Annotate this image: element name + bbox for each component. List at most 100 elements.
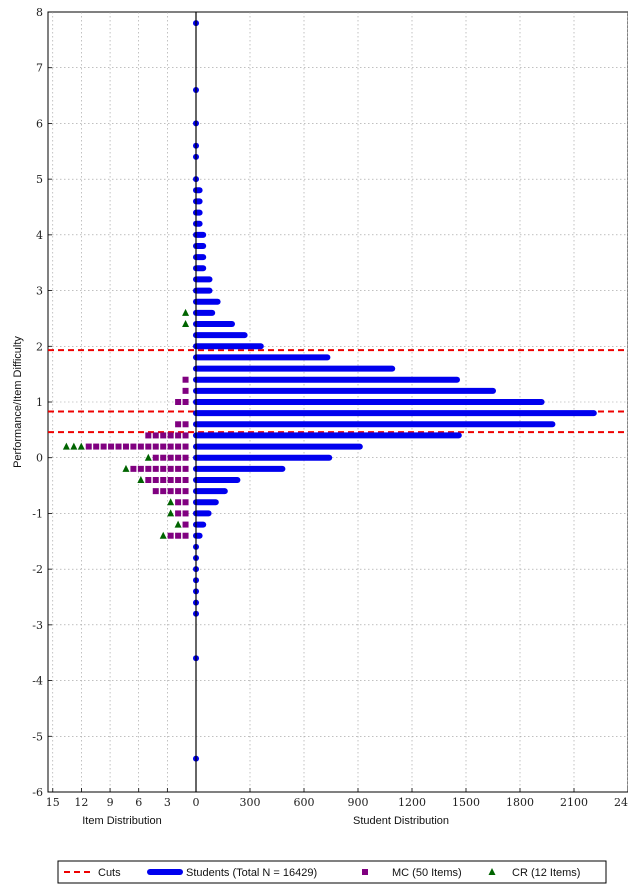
mc-item-marker [152, 432, 159, 439]
mc-item-marker [175, 432, 182, 439]
mc-item-marker [100, 443, 107, 450]
mc-item-marker [175, 399, 182, 405]
cr-item-marker [77, 442, 85, 450]
student-tick-label: 1800 [506, 796, 534, 809]
x-tick-labels: 15 12 9 6 3 0 300 600 900 1200 1500 1800 2100 2400 [46, 796, 628, 809]
mc-item-marker [167, 454, 174, 461]
mc-item-marker [182, 421, 189, 428]
student-series [193, 20, 597, 762]
mc-item-marker [160, 454, 167, 461]
mc-item-marker [160, 488, 167, 495]
y-tick-label: -1 [32, 507, 43, 520]
mc-item-marker [175, 488, 182, 495]
y-tick-label: -6 [32, 786, 43, 799]
mc-item-marker [167, 432, 174, 439]
student-tick-label: 900 [348, 796, 369, 809]
student-tick-label: 300 [240, 796, 261, 809]
y-tick-label: 0 [36, 452, 43, 465]
grid-lines [48, 11, 628, 793]
cr-item-marker [174, 520, 182, 528]
y-tick-label: 5 [36, 173, 43, 186]
cr-item-marker [122, 464, 130, 472]
item-tick-label: 9 [107, 796, 114, 809]
mc-item-series [85, 376, 189, 539]
mc-item-marker [167, 443, 174, 450]
y-tick-label: -3 [32, 619, 43, 632]
mc-item-marker [182, 488, 189, 495]
mc-item-marker [182, 510, 189, 517]
student-tick-label: 1500 [452, 796, 480, 809]
y-tick-label: 6 [36, 117, 43, 130]
mc-item-marker [145, 443, 152, 450]
mc-item-marker [145, 432, 152, 439]
student-tick-label: 600 [294, 796, 315, 809]
cr-item-marker [159, 531, 167, 539]
item-axis-title: Item Distribution [82, 815, 161, 827]
mc-item-marker [182, 499, 189, 506]
item-tick-label: 6 [135, 796, 142, 809]
cr-item-marker [70, 442, 78, 450]
y-tick-label: 1 [36, 396, 43, 409]
legend-cr-swatch [488, 868, 496, 875]
mc-item-marker [152, 443, 159, 450]
cr-item-marker [144, 453, 152, 461]
cr-item-marker [167, 509, 175, 517]
mc-item-marker [115, 443, 122, 450]
mc-item-marker [182, 443, 189, 450]
mc-item-marker [137, 465, 144, 472]
student-tick-label: 1200 [398, 796, 426, 809]
item-tick-label: 12 [74, 796, 88, 809]
y-tick-label: -5 [32, 730, 43, 743]
mc-item-marker [122, 443, 129, 450]
mc-item-marker [175, 443, 182, 450]
mc-item-marker [175, 510, 182, 517]
mc-item-marker [175, 421, 182, 428]
mc-item-marker [175, 499, 182, 506]
mc-item-marker [182, 387, 189, 394]
mc-item-marker [152, 488, 159, 495]
mc-item-marker [152, 465, 159, 472]
cr-item-series [62, 308, 190, 539]
mc-item-marker [152, 477, 159, 483]
mc-item-marker [182, 465, 189, 472]
y-tick-label: -2 [32, 563, 43, 576]
cr-item-marker [182, 320, 190, 327]
mc-item-marker [160, 443, 167, 450]
cr-item-marker [137, 476, 145, 483]
item-tick-label: 3 [164, 796, 171, 809]
mc-item-marker [145, 465, 152, 472]
mc-item-marker [182, 532, 189, 539]
mc-item-marker [160, 477, 167, 483]
mc-item-marker [175, 454, 182, 461]
mc-item-marker [85, 443, 92, 450]
cr-item-marker [182, 308, 190, 316]
y-tick-labels: 8 7 6 5 4 3 2 1 0 -1 -2 -3 -4 -5 -6 [32, 6, 43, 799]
mc-item-marker [175, 532, 182, 539]
mc-item-marker [182, 432, 189, 439]
mc-item-marker [182, 454, 189, 461]
mc-item-marker [182, 376, 189, 383]
mc-item-marker [167, 488, 174, 495]
mc-item-marker [175, 465, 182, 472]
legend: Cuts Students (Total N = 16429) MC (50 I… [57, 860, 607, 884]
student-tick-label: 2400 [614, 796, 628, 809]
item-tick-label: 15 [46, 796, 60, 809]
legend-box [57, 860, 607, 884]
mc-item-marker [130, 465, 137, 472]
legend-mc-label: MC (50 Items) [392, 867, 462, 879]
mc-item-marker [152, 454, 159, 461]
legend-cuts-label: Cuts [98, 867, 121, 879]
mc-item-marker [145, 477, 152, 483]
y-axis-title: Performance/Item Difficulty [12, 336, 24, 468]
mc-item-marker [108, 443, 115, 450]
mc-item-marker [167, 477, 174, 483]
mc-item-marker [175, 477, 182, 483]
mc-item-marker [93, 443, 100, 450]
legend-cr-label: CR (12 Items) [512, 867, 580, 879]
mc-item-marker [167, 532, 174, 539]
mc-item-marker [182, 521, 189, 528]
y-tick-label: 7 [36, 62, 43, 75]
legend-mc-swatch [362, 869, 368, 875]
y-tick-label: 4 [36, 229, 43, 242]
